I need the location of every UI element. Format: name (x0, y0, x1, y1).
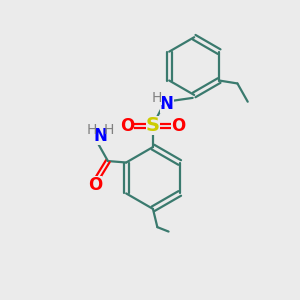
Text: H: H (152, 92, 162, 106)
Text: O: O (120, 117, 134, 135)
Text: N: N (94, 127, 107, 145)
Text: H: H (87, 123, 98, 137)
Text: O: O (171, 117, 186, 135)
Text: N: N (160, 95, 174, 113)
Text: H: H (103, 123, 114, 137)
Text: S: S (146, 116, 160, 135)
Text: O: O (88, 176, 102, 194)
